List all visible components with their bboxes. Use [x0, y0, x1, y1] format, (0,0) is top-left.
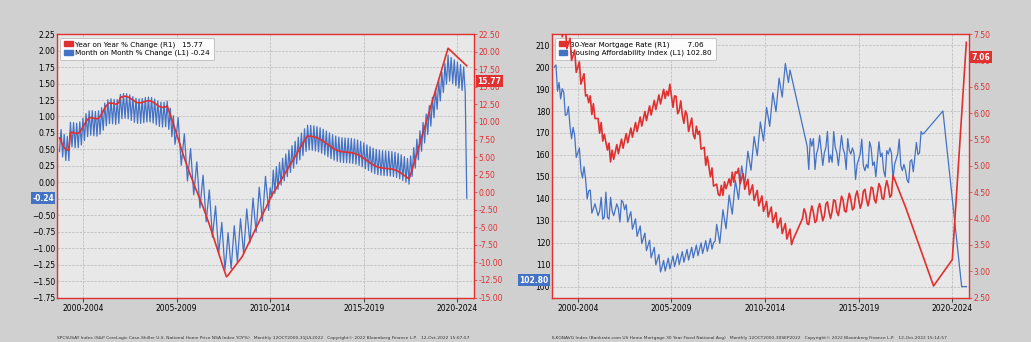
Text: SPCSUSAY Index (S&P CoreLogic Case-Shiller U.S. National Home Price NSA Index YO: SPCSUSAY Index (S&P CoreLogic Case-Shill… [57, 336, 469, 340]
Text: -0.24: -0.24 [32, 194, 54, 202]
Text: ILKGNAVG Index (Bankrate.com US Home Mortgage 30 Year Fixed National Avg)   Mont: ILKGNAVG Index (Bankrate.com US Home Mor… [552, 336, 946, 340]
Legend: Year on Year % Change (R1)   15.77, Month on Month % Change (L1) -0.24: Year on Year % Change (R1) 15.77, Month … [61, 38, 213, 60]
Text: 7.06: 7.06 [972, 53, 991, 62]
Text: 102.80: 102.80 [520, 276, 548, 285]
Text: 15.77: 15.77 [477, 77, 501, 86]
Legend: 30-Year Mortgage Rate (R1)        7.06, Housing Affordability Index (L1) 102.80: 30-Year Mortgage Rate (R1) 7.06, Housing… [556, 38, 716, 60]
